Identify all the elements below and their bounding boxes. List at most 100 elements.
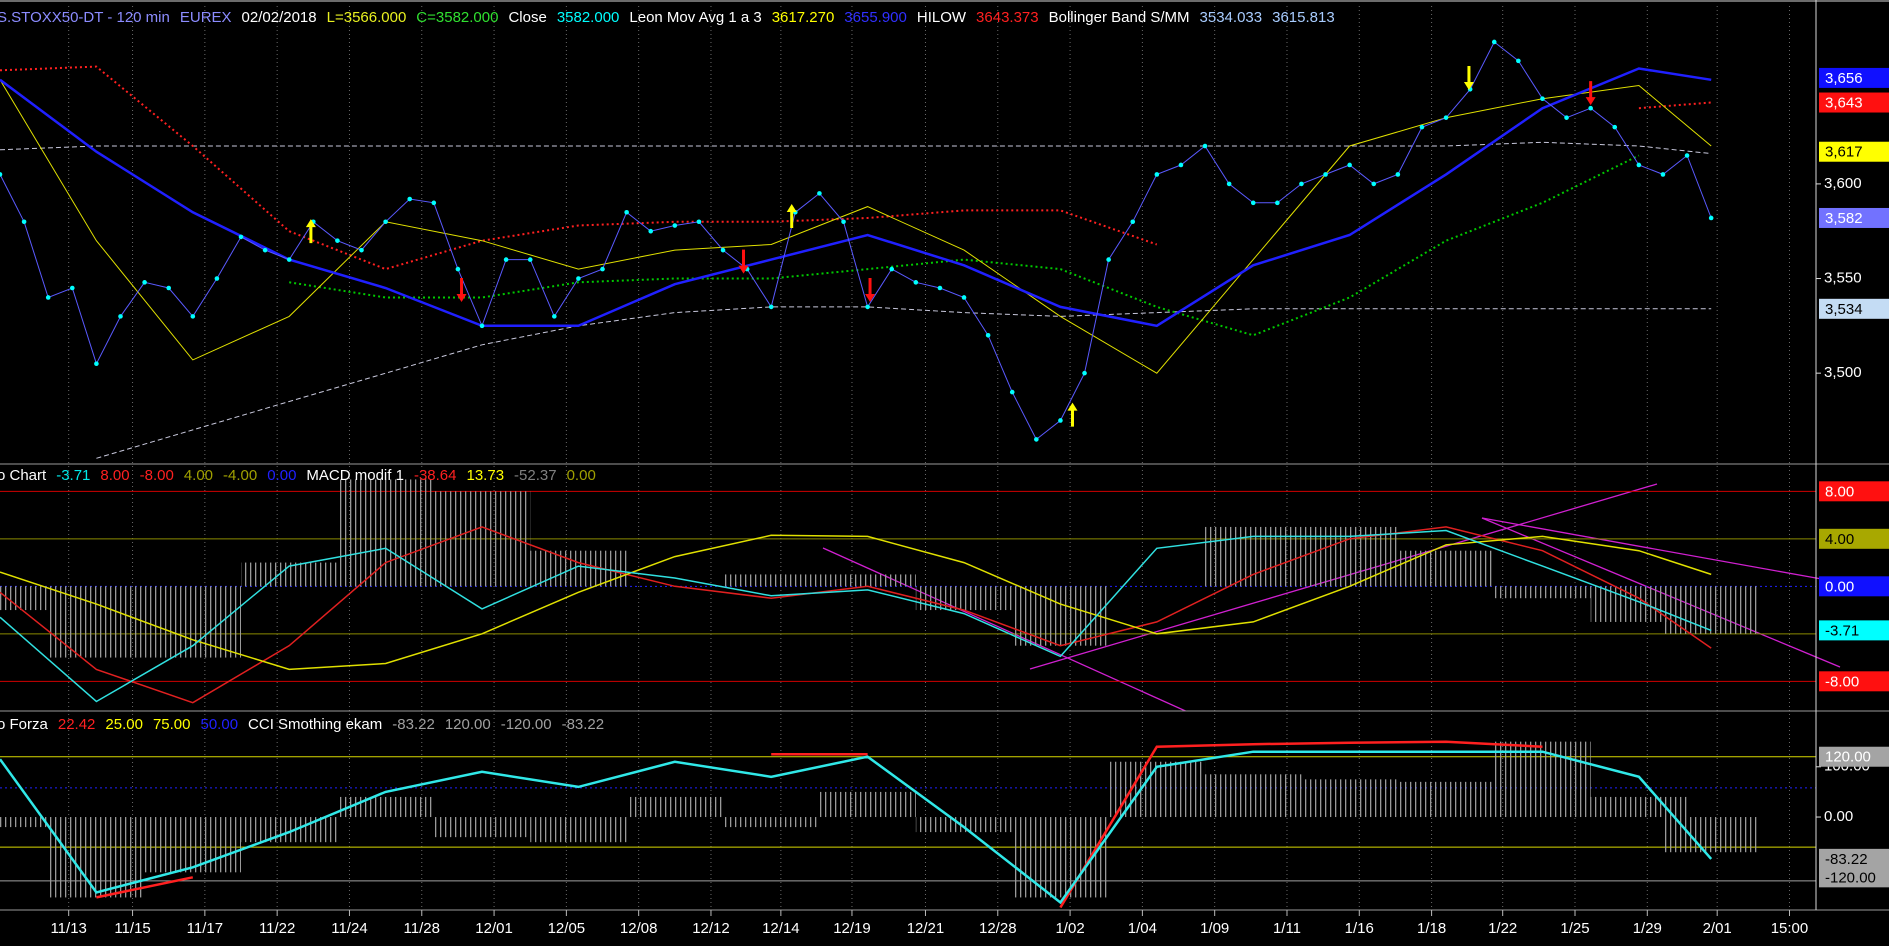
x-tick-label: 12/12 xyxy=(692,920,730,937)
point xyxy=(1154,172,1160,177)
header-item: 25.00 xyxy=(105,716,143,733)
point xyxy=(1516,58,1521,64)
value-box xyxy=(1819,207,1889,228)
x-tick-label: 1/25 xyxy=(1560,920,1589,937)
header-item: -52.37 xyxy=(514,467,557,484)
point xyxy=(45,295,51,300)
histogram-bar xyxy=(819,791,916,818)
series-line xyxy=(96,306,1712,459)
series-line xyxy=(0,65,1712,271)
macd-panel xyxy=(0,479,1816,711)
value-box-label: 3,617 xyxy=(1825,144,1863,161)
point xyxy=(431,200,437,206)
header-item: C=3582.000 xyxy=(416,9,498,26)
signal-arrow xyxy=(1067,402,1078,427)
header-item: -83.22 xyxy=(392,716,435,733)
point xyxy=(21,219,27,225)
panel-header: o Forza 22.42 25.00 75.00 50.00 CCI Smothing … xyxy=(0,716,604,733)
trend-line xyxy=(1481,517,1816,579)
point xyxy=(118,314,123,319)
header-item: 8.00 xyxy=(100,467,129,484)
histogram-bar xyxy=(1012,586,1109,646)
signal-arrow xyxy=(305,219,316,244)
value-box-label: -83.22 xyxy=(1825,851,1868,868)
point xyxy=(1250,200,1256,206)
signal-arrow xyxy=(786,203,797,228)
price-panel xyxy=(0,39,1714,459)
point xyxy=(503,257,509,262)
point xyxy=(1202,143,1208,149)
point xyxy=(672,223,678,228)
point xyxy=(94,361,99,366)
x-tick-label: 1/29 xyxy=(1633,920,1662,937)
histogram-bar xyxy=(1494,586,1591,599)
point xyxy=(817,191,822,196)
histogram-bar xyxy=(1301,779,1398,818)
point xyxy=(1299,181,1304,187)
histogram-bar xyxy=(915,586,1013,611)
header-item: MACD modif 1 xyxy=(306,467,404,484)
x-tick-label: 12/14 xyxy=(762,920,800,937)
header-item: -120.00 xyxy=(501,716,552,733)
x-tick-label: 1/02 xyxy=(1055,920,1084,937)
header-item: 3655.900 xyxy=(844,9,907,26)
header-item: -4.00 xyxy=(223,467,257,484)
value-box-label: 4.00 xyxy=(1825,531,1854,548)
point xyxy=(1540,96,1545,102)
value-box xyxy=(1819,620,1889,641)
point xyxy=(166,285,172,291)
point xyxy=(407,196,413,202)
signal-arrow xyxy=(865,277,876,302)
value-box xyxy=(1819,848,1889,869)
point xyxy=(1491,39,1497,45)
value-box-label: -120.00 xyxy=(1825,869,1876,886)
series-line xyxy=(0,141,1712,155)
grid xyxy=(68,6,1790,910)
header-item: 75.00 xyxy=(153,716,191,733)
x-tick-label: 11/15 xyxy=(114,920,150,937)
header-item: 3534.033 xyxy=(1200,9,1263,26)
header-item: o Forza xyxy=(0,716,49,733)
header-item: 4.00 xyxy=(184,467,213,484)
point xyxy=(1612,124,1618,130)
x-tick-label: 1/18 xyxy=(1417,920,1446,937)
point xyxy=(286,257,292,262)
histogram-bar xyxy=(530,817,627,843)
point xyxy=(937,285,943,291)
header-item: L=3566.000 xyxy=(327,9,407,26)
header-item: -3.71 xyxy=(56,467,90,484)
point xyxy=(1106,257,1111,262)
histogram-bar xyxy=(241,562,338,587)
value-box-label: 8.00 xyxy=(1825,483,1854,500)
signal-arrow xyxy=(1585,81,1596,106)
point xyxy=(1347,162,1352,168)
header-item: 120.00 xyxy=(445,716,491,733)
cci-panel xyxy=(0,742,1816,908)
x-tick-label: 1/16 xyxy=(1345,920,1374,937)
histogram-bar xyxy=(241,817,338,843)
histogram-bar xyxy=(144,817,242,873)
signal-arrow xyxy=(738,249,749,274)
value-box-label: 3,643 xyxy=(1825,94,1863,111)
header-item: 3582.000 xyxy=(557,9,620,26)
point xyxy=(1371,181,1377,187)
trend-line xyxy=(1815,656,1841,668)
header-item: CCI Smothing ekam xyxy=(248,716,382,733)
series-line xyxy=(0,41,1712,441)
point xyxy=(1636,162,1642,168)
header-item: Bollinger Band S/MM xyxy=(1049,9,1190,26)
histogram-bar xyxy=(48,817,145,898)
x-tick-label: 11/22 xyxy=(259,920,295,937)
x-tick-label: 1/04 xyxy=(1128,920,1157,937)
point xyxy=(335,238,340,243)
value-box xyxy=(1819,92,1889,113)
histogram-bar xyxy=(1494,741,1591,818)
header-item: -8.00 xyxy=(140,467,174,484)
value-box xyxy=(1819,67,1889,88)
point xyxy=(576,276,581,281)
histogram-bar xyxy=(819,574,916,587)
header-item: Close xyxy=(508,9,546,26)
point xyxy=(1226,181,1232,187)
histogram-bar xyxy=(48,586,145,658)
point xyxy=(70,285,75,291)
